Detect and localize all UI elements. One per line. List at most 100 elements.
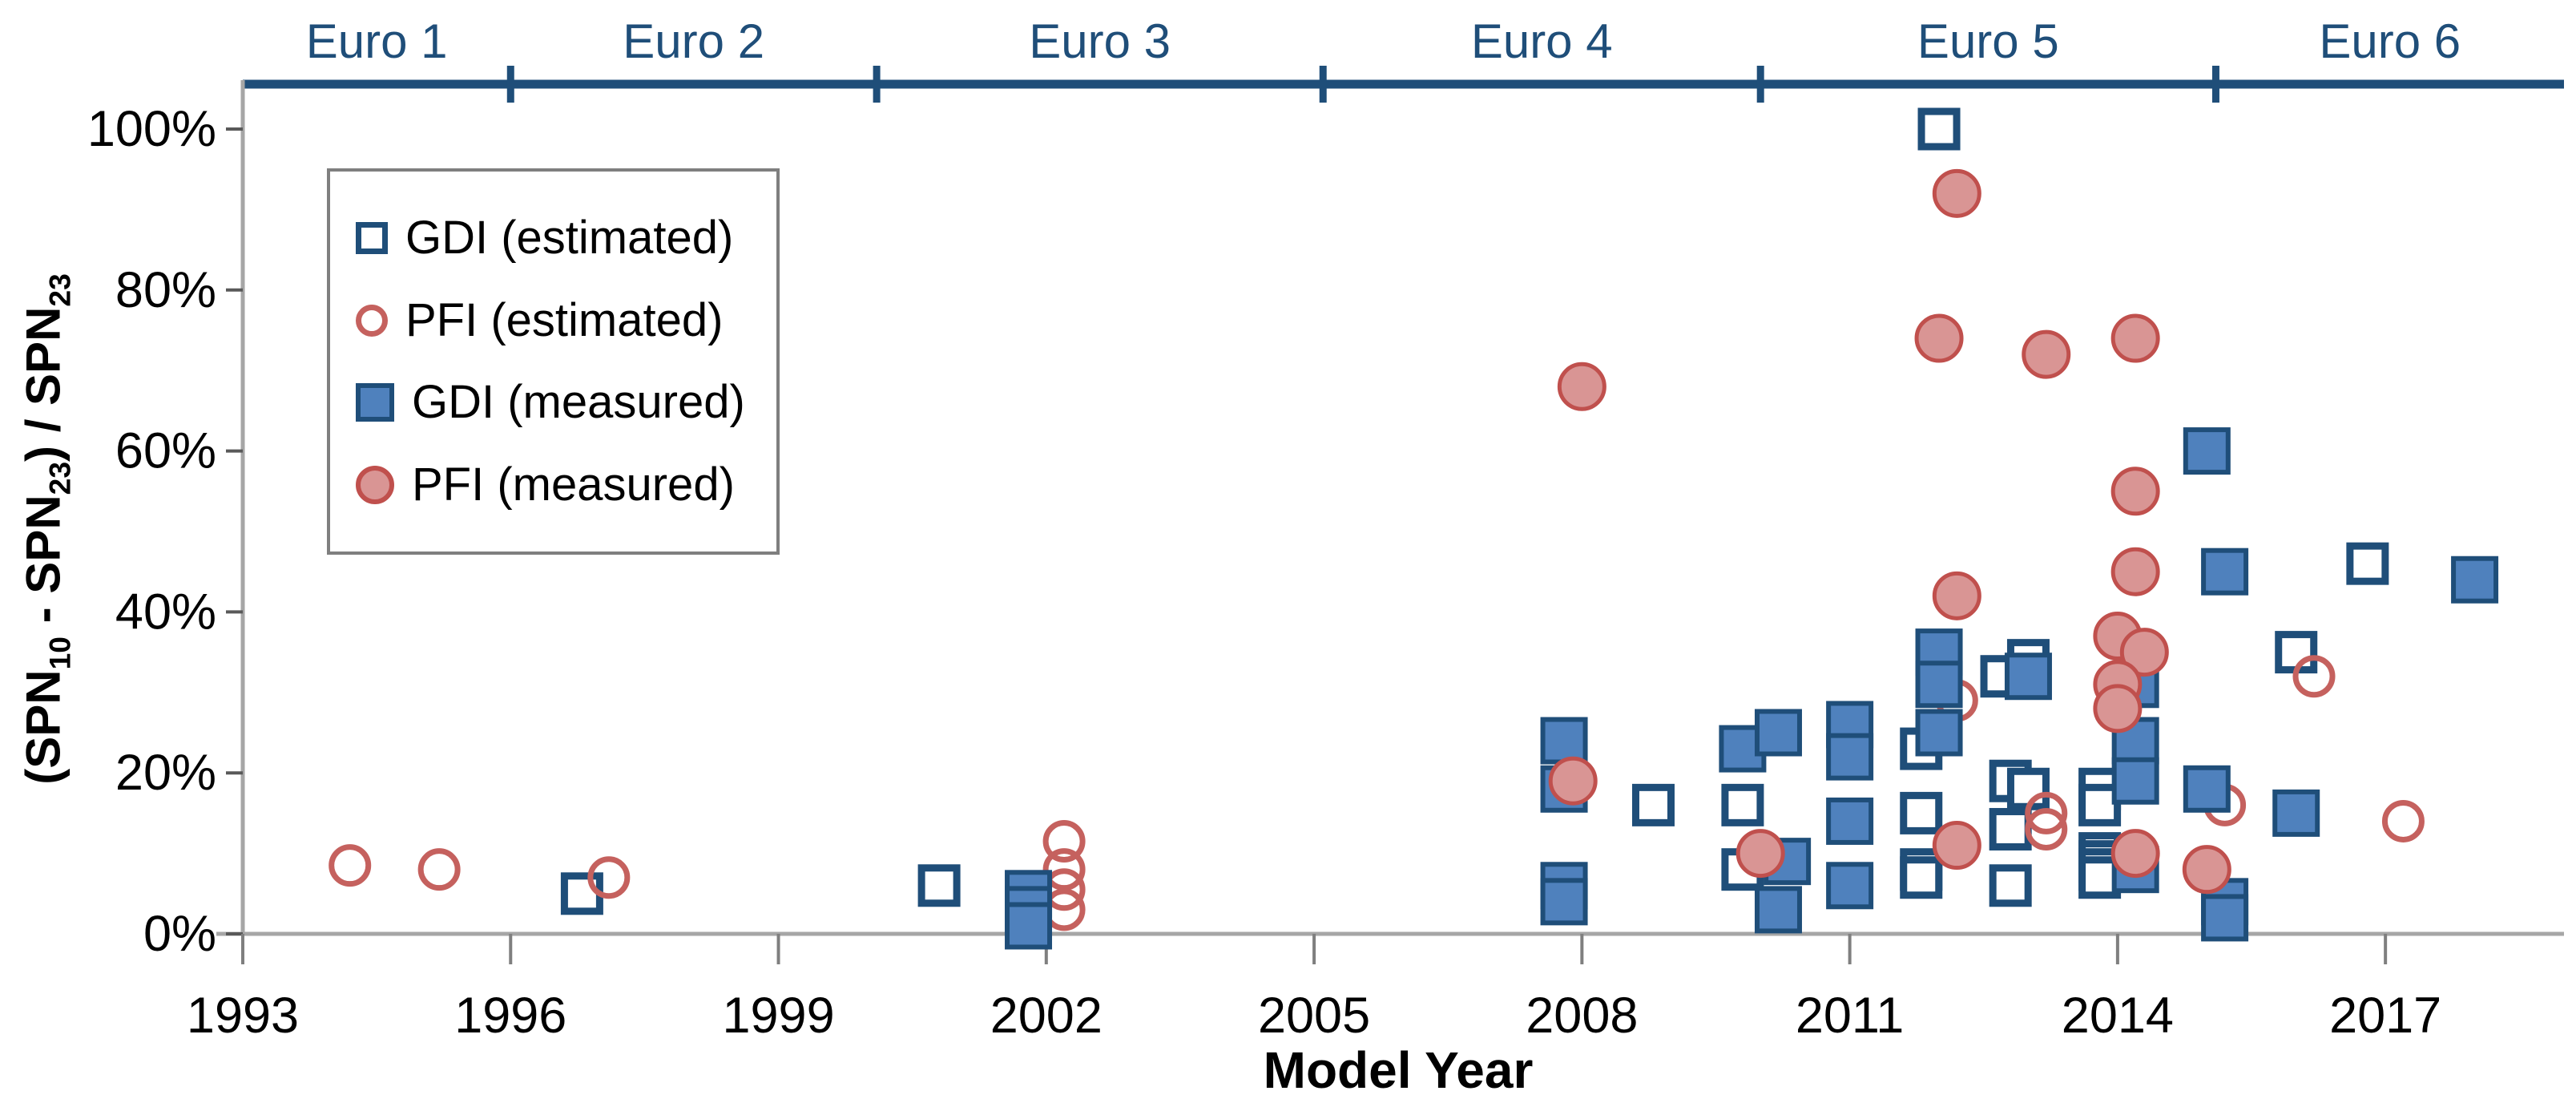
marker-gdi-estimated (1721, 783, 1764, 826)
euro-band-label: Euro 4 (1471, 14, 1613, 68)
x-tick-label: 2014 (2062, 988, 2174, 1044)
x-tick-label: 2002 (990, 988, 1103, 1044)
marker-gdi-measured (2272, 789, 2320, 837)
euro-band-label: Euro 1 (306, 14, 448, 68)
marker-gdi-measured (2201, 547, 2249, 596)
legend-item-gdi-estimated: GDI (estimated) (356, 215, 776, 261)
x-tick-label: 2011 (1796, 988, 1904, 1044)
y-tick-label: 0% (143, 906, 216, 962)
marker-pfi-measured (2110, 467, 2160, 516)
axes: 0% 20% 40% 60% 80% 100% 1993 1996 1999 2002 2005 20… (87, 80, 2564, 1044)
marker-pfi-measured (2093, 684, 2143, 733)
marker-gdi-estimated (1989, 807, 2032, 850)
marker-gdi-measured (2183, 765, 2231, 813)
y-tick-label: 60% (115, 423, 216, 479)
y-axis-title-subscript: 23 (42, 273, 77, 307)
y-axis-title-subscript: 23 (42, 461, 77, 495)
marker-gdi-measured (2111, 757, 2159, 805)
x-tick-label: 2008 (1526, 988, 1638, 1044)
marker-gdi-measured (1540, 878, 1588, 926)
marker-pfi-measured (2022, 329, 2071, 379)
marker-gdi-measured (1826, 733, 1874, 781)
marker-pfi-measured (1557, 362, 1606, 411)
marker-pfi-measured (2110, 313, 2160, 363)
euro-band-label: Euro 5 (1917, 14, 2059, 68)
marker-gdi-estimated (917, 864, 961, 907)
x-tick-label: 1996 (454, 988, 566, 1044)
y-axis-title: (SPN10 - SPN23) / SPN23 (16, 273, 78, 785)
marker-pfi-estimated (2025, 791, 2068, 834)
marker-gdi-estimated (1900, 856, 1943, 899)
marker-gdi-measured (1915, 709, 1963, 757)
x-tick-label: 2005 (1258, 988, 1370, 1044)
y-axis-title-text: - SPN (16, 495, 71, 637)
filled-circle-icon (356, 465, 394, 504)
euro-band-axis: Euro 1 Euro 2 Euro 3 Euro 4 Euro 5 Euro 6 (243, 14, 2564, 103)
y-axis-title-subscript: 10 (42, 636, 77, 670)
marker-pfi-measured (1735, 829, 1785, 879)
marker-gdi-measured (1005, 902, 1053, 950)
marker-gdi-estimated (2006, 767, 2050, 810)
filled-square-icon (356, 383, 394, 422)
legend-label: GDI (estimated) (405, 212, 734, 265)
euro-band-label: Euro 2 (623, 14, 764, 68)
marker-gdi-estimated (2275, 631, 2318, 674)
x-axis-title: Model Year (1263, 1041, 1534, 1099)
marker-gdi-estimated (1631, 783, 1675, 826)
x-tick-label: 2017 (2329, 988, 2441, 1044)
marker-pfi-measured (2182, 845, 2231, 895)
y-axis-title-text: (SPN (16, 669, 71, 785)
legend-label: PFI (estimated) (405, 293, 724, 346)
marker-pfi-estimated (1042, 820, 1086, 863)
marker-pfi-measured (2110, 547, 2160, 596)
marker-gdi-estimated (1989, 864, 2032, 907)
open-circle-icon (356, 304, 388, 337)
marker-gdi-measured (2451, 556, 2499, 604)
marker-gdi-measured (1754, 886, 1802, 934)
marker-gdi-measured (1540, 717, 1588, 765)
marker-gdi-estimated (2346, 542, 2389, 585)
legend-item-gdi-measured: GDI (measured) (356, 379, 776, 426)
x-tick-label: 1999 (722, 988, 834, 1044)
legend-item-pfi-measured: PFI (measured) (356, 458, 776, 511)
euro-band-label: Euro 3 (1029, 14, 1171, 68)
marker-gdi-measured (2183, 427, 2231, 475)
marker-gdi-measured (1826, 862, 1874, 910)
marker-pfi-measured (2119, 628, 2169, 677)
marker-gdi-measured (2004, 653, 2052, 701)
marker-pfi-measured (2110, 829, 2160, 879)
marker-gdi-estimated (1917, 107, 1961, 151)
marker-gdi-estimated (560, 872, 603, 915)
marker-pfi-measured (1548, 756, 1598, 806)
marker-gdi-measured (1915, 661, 1963, 709)
marker-gdi-estimated (1900, 791, 1943, 834)
marker-pfi-estimated (2025, 807, 2068, 850)
marker-pfi-measured (1932, 168, 1981, 218)
legend-label: GDI (measured) (412, 376, 745, 429)
legend: GDI (estimated) PFI (estimated) GDI (mea… (327, 168, 780, 555)
marker-gdi-measured (2201, 894, 2249, 942)
marker-pfi-estimated (417, 848, 461, 891)
open-square-icon (356, 222, 388, 255)
marker-pfi-measured (1932, 571, 1981, 620)
y-tick-label: 80% (115, 262, 216, 318)
marker-pfi-estimated (587, 856, 631, 899)
euro-band-label: Euro 6 (2319, 14, 2461, 68)
y-tick-label: 20% (115, 745, 216, 801)
legend-item-pfi-estimated: PFI (estimated) (356, 297, 776, 344)
marker-pfi-measured (1932, 821, 1981, 871)
y-tick-label: 100% (87, 101, 216, 157)
marker-pfi-estimated (329, 844, 372, 887)
marker-pfi-estimated (1042, 848, 1086, 891)
x-tick-label: 1993 (187, 988, 299, 1044)
marker-pfi-estimated (2292, 655, 2336, 698)
legend-label: PFI (measured) (412, 458, 735, 511)
marker-gdi-measured (1826, 797, 1874, 845)
data-points (329, 107, 2499, 950)
marker-gdi-estimated (2078, 783, 2122, 826)
y-axis-title-text: ) / SPN (16, 306, 71, 462)
marker-pfi-estimated (2381, 799, 2425, 842)
marker-pfi-measured (1914, 313, 1964, 363)
